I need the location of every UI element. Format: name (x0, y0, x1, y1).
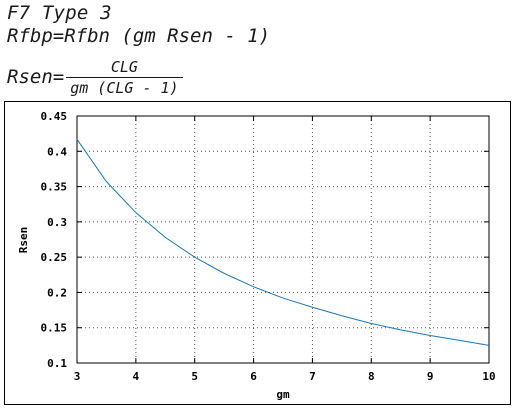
tick-layer: 3 4 5 6 7 8 9 10 0.1 0.15 0.2 0.25 0.3 0.35 0.4 0.45 (41, 110, 496, 383)
equation-rsen: Rsen= CLG gm (CLG - 1) (7, 53, 183, 101)
y-tick-label: 0.1 (47, 357, 67, 370)
x-tick-label: 8 (368, 370, 375, 383)
x-tick-label: 10 (482, 370, 495, 383)
x-tick-label: 4 (133, 370, 140, 383)
y-tick-label: 0.45 (41, 110, 68, 123)
equation-rsen-lhs: Rsen= (7, 66, 65, 88)
axes-box (76, 115, 490, 364)
y-tick-label: 0.4 (47, 145, 67, 158)
y-tick-label: 0.3 (47, 216, 67, 229)
y-axis-label: Rsen (17, 227, 30, 254)
x-tick-label: 5 (191, 370, 198, 383)
x-tick-label: 3 (74, 370, 81, 383)
grid-layer (77, 116, 489, 363)
equation-rfbp: Rfbp=Rfbn (gm Rsen - 1) (7, 25, 271, 47)
y-tick-label: 0.2 (47, 286, 67, 299)
chart-title: F7 Type 3 (7, 2, 112, 24)
x-tick-label: 6 (250, 370, 257, 383)
y-tick-label: 0.25 (41, 251, 68, 264)
equation-rsen-numerator: CLG (110, 57, 138, 76)
fraction-bar (66, 76, 183, 78)
equation-rsen-denominator: gm (CLG - 1) (70, 78, 179, 97)
series-layer (76, 139, 490, 346)
x-tick-label: 9 (427, 370, 434, 383)
series-line (76, 139, 490, 346)
x-tick-label: 7 (309, 370, 316, 383)
equation-rsen-fraction: CLG gm (CLG - 1) (66, 57, 183, 97)
x-axis-label: gm (276, 388, 290, 401)
y-tick-label: 0.35 (41, 181, 68, 194)
plot-frame (4, 101, 511, 405)
y-tick-label: 0.15 (41, 322, 68, 335)
